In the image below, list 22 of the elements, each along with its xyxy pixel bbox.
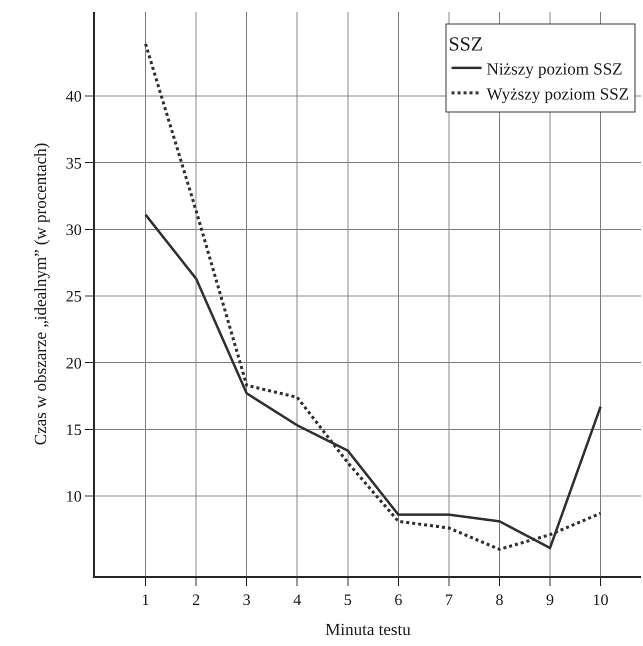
x-tick-label: 9 xyxy=(546,592,554,610)
x-tick-label: 1 xyxy=(142,592,150,610)
x-tick-label: 5 xyxy=(344,592,352,610)
y-tick-label: 25 xyxy=(66,288,82,306)
y-tick-label: 30 xyxy=(66,222,82,239)
legend-title: SSZ xyxy=(448,33,484,56)
x-tick-label: 6 xyxy=(394,592,402,610)
y-tick-label: 40 xyxy=(66,88,82,106)
x-axis-title: Minuta testu xyxy=(325,620,412,640)
x-tick-label: 2 xyxy=(192,592,200,610)
y-axis-title: Czas w obszarze „idealnym” (w procentach) xyxy=(30,142,50,446)
x-tick-label: 4 xyxy=(293,592,302,610)
x-tick-label: 10 xyxy=(592,592,609,610)
y-tick-label: 10 xyxy=(66,488,82,506)
y-tick-label: 15 xyxy=(66,422,82,439)
x-tick-label: 3 xyxy=(242,592,251,610)
legend-label: Wyższy poziom SSZ xyxy=(486,84,630,104)
x-tick-label: 7 xyxy=(444,592,453,610)
y-tick-label: 20 xyxy=(66,355,82,372)
x-tick-label: 8 xyxy=(495,592,504,610)
legend-label: Niższy poziom SSZ xyxy=(486,59,623,78)
y-tick-label: 35 xyxy=(66,155,82,172)
